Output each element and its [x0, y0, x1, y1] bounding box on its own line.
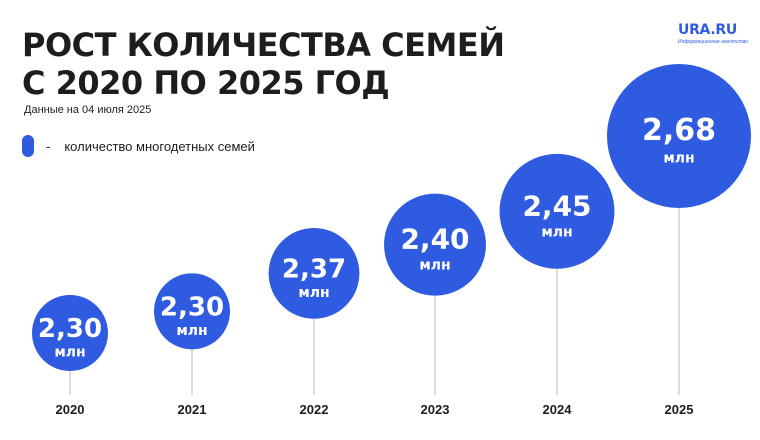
- bubble-unit-2025: млн: [663, 151, 694, 167]
- bubble-value-2020: 2,30: [38, 314, 102, 344]
- bubble-value-2023: 2,40: [400, 223, 469, 256]
- year-label-2023: 2023: [421, 402, 450, 417]
- legend-swatch: [22, 135, 34, 157]
- year-label-2024: 2024: [543, 402, 573, 417]
- bubble-2020: [32, 295, 108, 371]
- chart-title-line-1: РОСТ КОЛИЧЕСТВА СЕМЕЙ: [22, 26, 505, 64]
- bubble-value-2024: 2,45: [522, 189, 591, 222]
- legend-label: количество многодетных семей: [64, 138, 255, 154]
- year-label-2021: 2021: [178, 402, 207, 417]
- legend-dash: -: [46, 138, 51, 154]
- year-label-2025: 2025: [665, 402, 694, 417]
- bubble-value-2022: 2,37: [282, 254, 346, 284]
- chart-title: РОСТ КОЛИЧЕСТВА СЕМЕЙ С 2020 ПО 2025 ГОД: [22, 26, 505, 102]
- bubble-value-2021: 2,30: [160, 292, 224, 322]
- bubble-unit-2020: млн: [54, 345, 85, 361]
- bubble-2025: [607, 64, 751, 208]
- chart-subtitle: Данные на 04 июля 2025: [24, 104, 152, 116]
- year-label-2022: 2022: [300, 402, 329, 417]
- bubble-2024: [499, 153, 615, 269]
- bubble-unit-2023: млн: [419, 258, 450, 274]
- bubble-2023: [384, 193, 486, 296]
- logo-text: URA.RU: [678, 22, 737, 38]
- bubble-value-2025: 2,68: [642, 113, 716, 148]
- brand-logo: URA.RU Информационное агентство: [678, 22, 748, 45]
- bubble-unit-2024: млн: [541, 224, 572, 240]
- logo-subtitle: Информационное агентство: [678, 39, 748, 45]
- year-label-2020: 2020: [56, 402, 85, 417]
- legend: - количество многодетных семей: [22, 135, 255, 157]
- chart-title-line-2: С 2020 ПО 2025 ГОД: [22, 64, 390, 102]
- bubble-2022: [268, 227, 360, 319]
- bubble-unit-2021: млн: [176, 323, 207, 339]
- bubble-2021: [154, 273, 230, 350]
- bubble-unit-2022: млн: [298, 285, 329, 301]
